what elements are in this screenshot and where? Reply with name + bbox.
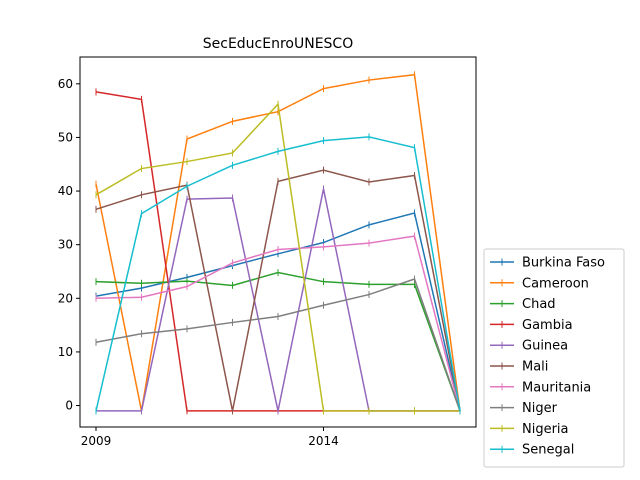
y-tick-label: 40	[58, 184, 73, 198]
series-line-0	[95, 212, 461, 412]
legend: Burkina Faso Cameroon Chad Gambia Guinea Mali…	[483, 248, 625, 468]
series-line-2	[95, 271, 461, 412]
legend-label-1: Cameroon	[522, 276, 589, 291]
y-tick-label: 60	[58, 77, 73, 91]
legend-label-8: Nigeria	[522, 422, 569, 437]
legend-label-0: Burkina Faso	[522, 256, 605, 271]
legend-label-5: Mali	[522, 360, 548, 375]
series-line-6	[95, 235, 461, 412]
y-tick-label: 20	[58, 291, 73, 305]
x-tick-label: 2014	[308, 434, 339, 448]
chart-title: SecEducEnroUNESCO	[203, 36, 353, 52]
legend-label-4: Guinea	[522, 339, 568, 354]
legend-label-7: Niger	[522, 401, 558, 416]
legend-label-3: Gambia	[522, 318, 573, 333]
legend-label-2: Chad	[522, 297, 556, 312]
legend-label-6: Mauritania	[522, 380, 591, 395]
y-tick-label: 30	[58, 238, 73, 252]
series-line-7	[95, 278, 461, 412]
plot-frame	[79, 56, 477, 428]
series-line-1	[95, 73, 461, 412]
series-line-4	[96, 188, 460, 412]
plot-area: 0 10 20 30 40 50 60 2009 2014	[58, 56, 477, 448]
y-tick-label: 0	[65, 399, 73, 413]
series-line-5	[95, 169, 461, 412]
legend-box	[483, 248, 625, 468]
legend-label-9: Senegal	[522, 443, 574, 458]
y-tick-label: 50	[58, 130, 73, 144]
x-tick-label: 2009	[81, 434, 112, 448]
y-tick-label: 10	[58, 345, 73, 359]
